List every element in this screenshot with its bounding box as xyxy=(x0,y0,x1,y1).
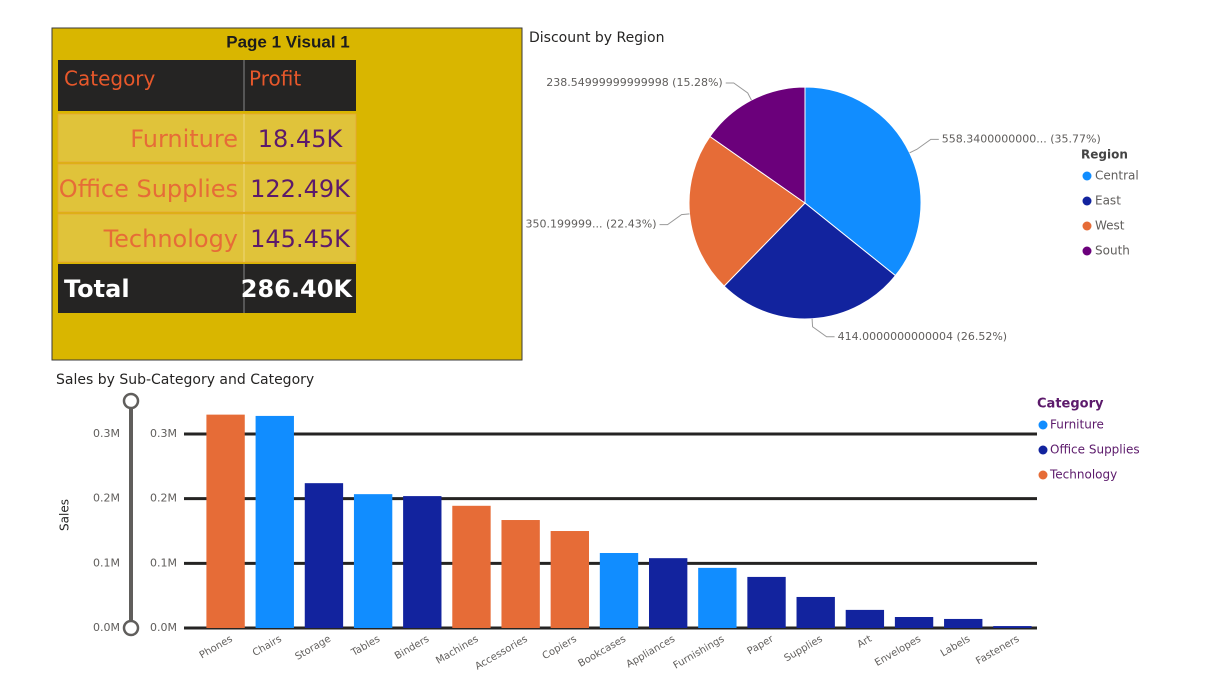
x-tick-label: Binders xyxy=(393,634,431,662)
data-label: 558.3400000000... (35.77%) xyxy=(942,132,1101,145)
legend-label: South xyxy=(1095,244,1130,258)
slider-tick-label: 0.1M xyxy=(93,556,120,569)
bar xyxy=(255,415,294,628)
pie-slice xyxy=(688,135,806,287)
table-cell: 18.45K xyxy=(258,125,344,153)
bar xyxy=(845,609,885,628)
legend-marker xyxy=(1038,420,1048,430)
slider-tick-label: 0.2M xyxy=(93,492,120,505)
zoom-slider-handle[interactable] xyxy=(122,392,140,410)
total-cell: Total xyxy=(64,275,130,303)
leader-line xyxy=(811,318,835,338)
legend-marker xyxy=(1038,445,1048,455)
zoom-slider-handle[interactable] xyxy=(122,619,140,637)
y-axis-label: Sales xyxy=(58,499,72,531)
x-tick-label: Chairs xyxy=(251,634,284,659)
table-cell: Technology xyxy=(103,225,238,253)
legend-title: Category xyxy=(1037,397,1104,412)
legend-marker xyxy=(1082,196,1092,206)
x-tick-label: Art xyxy=(856,634,874,651)
x-tick-label: Phones xyxy=(198,634,235,662)
y-tick-label: 0.1M xyxy=(150,556,177,569)
bar xyxy=(550,531,590,628)
bar xyxy=(747,576,786,628)
y-tick-label: 0.0M xyxy=(150,621,177,634)
table-cell: 122.49K xyxy=(250,175,351,203)
header-cell: Category xyxy=(64,67,156,91)
table-cell: Office Supplies xyxy=(59,175,238,203)
data-label: 350.199999... (22.43%) xyxy=(526,218,657,231)
bar xyxy=(698,567,737,628)
bar xyxy=(403,496,442,628)
bar xyxy=(452,505,491,628)
table-cell: Furniture xyxy=(130,125,238,153)
x-tick-label: Furnishings xyxy=(672,634,727,672)
legend-marker xyxy=(1082,171,1092,181)
slider-tick-label: 0.3M xyxy=(93,427,120,440)
table-header xyxy=(58,60,356,111)
table-row xyxy=(57,213,357,263)
x-tick-label: Bookcases xyxy=(577,634,628,670)
pie-slice xyxy=(804,86,922,277)
header-cell: Profit xyxy=(249,67,301,91)
chart-title: Sales by Sub-Category and Category xyxy=(56,372,314,388)
data-label: 414.0000000000004 (26.52%) xyxy=(838,330,1008,343)
legend-label: Office Supplies xyxy=(1050,443,1140,457)
legend-label: West xyxy=(1095,219,1125,233)
x-tick-label: Accessories xyxy=(473,634,529,673)
leader-line xyxy=(725,82,752,101)
legend-marker xyxy=(1082,221,1092,231)
bar xyxy=(304,483,344,628)
x-tick-label: Copiers xyxy=(541,634,579,662)
x-tick-label: Tables xyxy=(349,634,382,660)
legend-label: East xyxy=(1095,194,1121,208)
y-tick-label: 0.2M xyxy=(150,492,177,505)
table-cell: 145.45K xyxy=(250,225,351,253)
leader-line xyxy=(659,213,690,226)
legend-title: Region xyxy=(1081,148,1128,162)
pie-slice xyxy=(709,86,806,204)
bar xyxy=(648,558,688,628)
bar xyxy=(894,617,934,628)
table-row xyxy=(57,163,357,213)
leader-line xyxy=(909,138,939,154)
bar xyxy=(796,596,835,628)
total-cell: 286.40K xyxy=(241,275,354,303)
bar xyxy=(353,494,393,628)
table-body: Furniture 18.45K Office Supplies 122.49K Tec… xyxy=(57,113,357,263)
bar xyxy=(599,552,639,628)
x-tick-label: Labels xyxy=(939,634,972,660)
legend-label: Central xyxy=(1095,169,1139,183)
x-tick-label: Appliances xyxy=(625,634,678,671)
bar xyxy=(944,618,983,628)
chart-title: Discount by Region xyxy=(529,30,664,46)
slider-tick-label: 0.0M xyxy=(93,621,120,634)
x-tick-label: Paper xyxy=(745,633,776,657)
bar xyxy=(993,626,1032,628)
bar xyxy=(206,414,245,628)
legend-label: Furniture xyxy=(1050,418,1104,432)
legend-marker xyxy=(1038,470,1048,480)
table-row xyxy=(57,113,357,163)
y-tick-label: 0.3M xyxy=(150,427,177,440)
data-label: 238.54999999999998 (15.28%) xyxy=(546,76,723,89)
legend-marker xyxy=(1082,246,1092,256)
x-tick-label: Storage xyxy=(294,634,333,663)
x-tick-label: Supplies xyxy=(783,634,825,665)
table-total-row xyxy=(58,264,356,313)
x-tick-label: Envelopes xyxy=(873,634,923,669)
x-tick-label: Fasteners xyxy=(974,634,1021,668)
table-title: Page 1 Visual 1 xyxy=(226,32,349,51)
bar xyxy=(501,520,540,628)
legend-label: Technology xyxy=(1049,468,1117,482)
